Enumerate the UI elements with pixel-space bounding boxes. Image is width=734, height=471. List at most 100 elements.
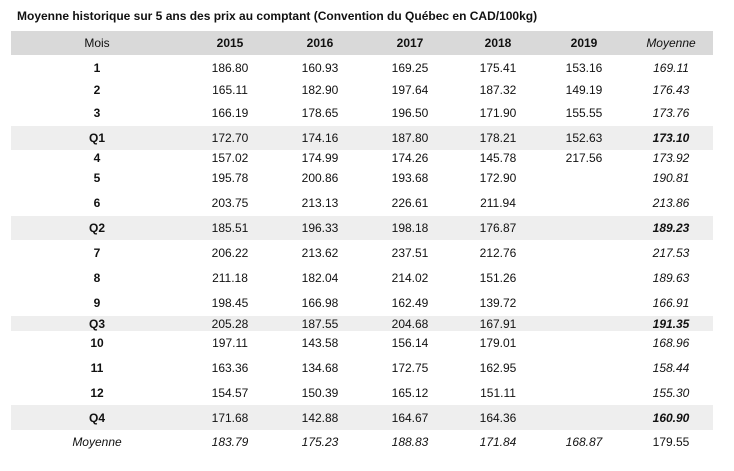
value-cell: 217.56	[565, 151, 603, 165]
header-cell: 2019	[570, 36, 598, 50]
value-cell: 163.36	[211, 361, 249, 375]
value-cell: 168.87	[565, 435, 603, 449]
value-cell: 166.98	[301, 296, 339, 310]
value-cell: 173.92	[652, 151, 690, 165]
value-cell: 200.86	[301, 171, 339, 185]
row-label: Q2	[88, 221, 106, 235]
row-label: Q1	[88, 131, 106, 145]
quarter-row	[11, 405, 713, 430]
value-cell: 213.13	[301, 196, 339, 210]
value-cell: 172.70	[211, 131, 249, 145]
value-cell: 165.11	[212, 83, 248, 97]
row-label: 6	[93, 196, 101, 210]
value-cell: 171.84	[479, 435, 517, 449]
value-cell: 179.01	[479, 336, 517, 350]
value-cell: 167.91	[479, 316, 517, 331]
value-cell: 175.23	[301, 435, 339, 449]
value-cell: 176.87	[479, 221, 517, 235]
value-cell: 198.45	[211, 296, 249, 310]
value-cell: 211.18	[212, 271, 248, 285]
value-cell: 173.10	[652, 131, 690, 145]
value-cell: 196.50	[391, 106, 429, 120]
value-cell: 171.68	[211, 410, 249, 425]
header-cell: 2018	[484, 36, 512, 50]
row-label: Q3	[88, 316, 106, 331]
value-cell: 162.49	[391, 296, 429, 310]
value-cell: 150.39	[301, 386, 339, 400]
value-cell: 204.68	[391, 316, 429, 331]
value-cell: 182.90	[301, 83, 339, 97]
value-cell: 174.16	[301, 131, 339, 145]
table-title: Moyenne historique sur 5 ans des prix au…	[17, 9, 538, 23]
value-cell: 153.16	[565, 60, 603, 75]
header-cell: Moyenne	[646, 36, 696, 50]
value-cell: 175.41	[479, 60, 517, 75]
value-cell: 237.51	[391, 246, 429, 260]
value-cell: 169.11	[653, 60, 689, 75]
value-cell: 190.81	[652, 171, 690, 185]
value-cell: 149.19	[565, 83, 603, 97]
value-cell: 172.90	[479, 171, 517, 185]
value-cell: 176.43	[652, 83, 690, 97]
value-cell: 145.78	[479, 151, 517, 165]
row-label: 11	[90, 361, 104, 375]
value-cell: 160.90	[652, 410, 690, 425]
value-cell: 157.02	[211, 151, 249, 165]
value-cell: 154.57	[211, 386, 249, 400]
value-cell: 185.51	[211, 221, 249, 235]
quarter-row	[11, 216, 713, 240]
value-cell: 169.25	[391, 60, 429, 75]
value-cell: 203.75	[211, 196, 249, 210]
value-cell: 151.11	[480, 386, 516, 400]
value-cell: 178.21	[479, 131, 517, 145]
row-label: 7	[93, 246, 101, 260]
row-label: 8	[93, 271, 101, 285]
value-cell: 134.68	[301, 361, 339, 375]
value-cell: 214.02	[391, 271, 429, 285]
value-cell: 174.26	[391, 151, 429, 165]
value-cell: 171.90	[479, 106, 517, 120]
row-label: Moyenne	[72, 435, 122, 449]
value-cell: 160.93	[301, 60, 339, 75]
value-cell: 164.67	[391, 410, 429, 425]
value-cell: 151.26	[479, 271, 517, 285]
value-cell: 152.63	[565, 131, 603, 145]
value-cell: 162.95	[479, 361, 517, 375]
value-cell: 143.58	[301, 336, 339, 350]
value-cell: 139.72	[479, 296, 517, 310]
row-label: 10	[90, 336, 104, 350]
value-cell: 187.32	[479, 83, 517, 97]
value-cell: 217.53	[652, 246, 690, 260]
row-label: 9	[93, 296, 101, 310]
value-cell: 197.64	[391, 83, 429, 97]
row-label: 3	[93, 106, 101, 120]
row-label: 1	[93, 60, 101, 75]
value-cell: 189.63	[652, 271, 690, 285]
value-cell: 187.80	[391, 131, 429, 145]
value-cell: 158.44	[652, 361, 690, 375]
value-cell: 197.11	[212, 336, 248, 350]
value-cell: 198.18	[391, 221, 429, 235]
value-cell: 183.79	[211, 435, 249, 449]
row-label: 12	[90, 386, 104, 400]
value-cell: 186.80	[211, 60, 249, 75]
quarter-row	[11, 126, 713, 150]
value-cell: 187.55	[301, 316, 339, 331]
value-cell: 172.75	[391, 361, 429, 375]
header-cell: Mois	[84, 36, 110, 50]
value-cell: 191.35	[652, 316, 690, 331]
quarter-row	[11, 316, 713, 331]
value-cell: 166.19	[211, 106, 249, 120]
value-cell: 164.36	[479, 410, 517, 425]
row-label: 2	[93, 83, 101, 97]
value-cell: 226.61	[391, 196, 429, 210]
value-cell: 166.91	[652, 296, 690, 310]
value-cell: 189.23	[652, 221, 690, 235]
value-cell: 178.65	[301, 106, 339, 120]
header-cell: 2017	[396, 36, 424, 50]
value-cell: 155.30	[652, 386, 690, 400]
value-cell: 196.33	[301, 221, 339, 235]
value-cell: 168.96	[652, 336, 690, 350]
value-cell: 193.68	[391, 171, 429, 185]
